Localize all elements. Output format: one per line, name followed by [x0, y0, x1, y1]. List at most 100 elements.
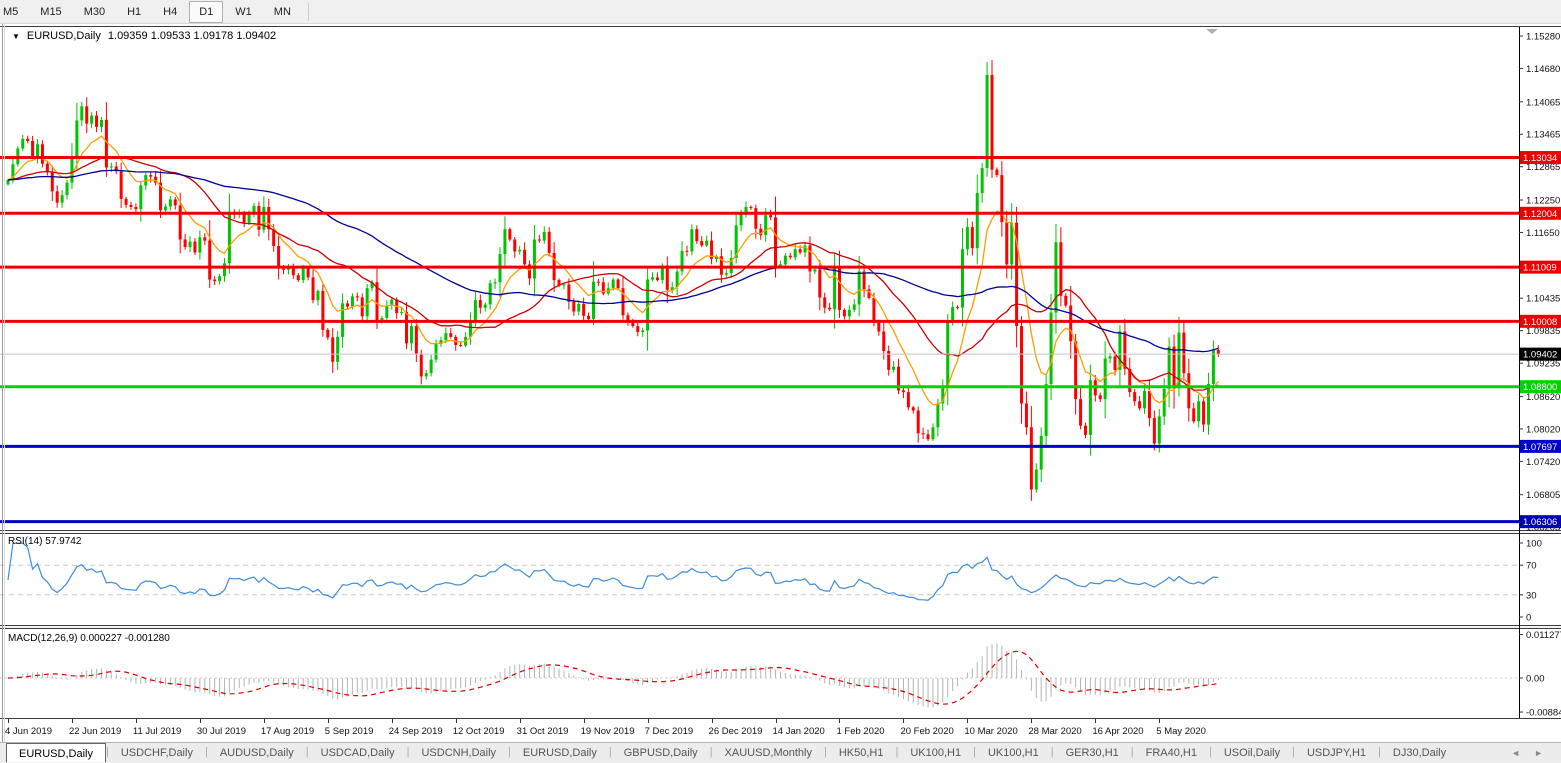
timeframe-button-w1[interactable]: W1 [235, 5, 252, 18]
svg-text:-0.00884: -0.00884 [1526, 708, 1561, 719]
chart-ohlc-values: 1.09359 1.09533 1.09178 1.09402 [107, 30, 277, 42]
rsi-name: RSI(14) [8, 536, 43, 547]
svg-text:1.08620: 1.08620 [1526, 392, 1560, 403]
svg-text:1.09235: 1.09235 [1526, 359, 1560, 370]
timeframe-button-h4[interactable]: H4 [163, 5, 178, 18]
window-left-border [2, 24, 3, 742]
toolbar-divider [307, 2, 309, 21]
date-label: 28 Mar 2020 [1028, 726, 1082, 737]
tab-usoil-daily[interactable]: USOil,Daily [1223, 747, 1281, 759]
rsi-level-lines [0, 564, 1519, 596]
date-tick [199, 719, 201, 723]
date-tick [903, 719, 905, 723]
price-chart-canvas[interactable]: 1.15280 1.14680 1.14065 1.13465 1.12865 1.122… [0, 24, 1561, 742]
tab-usdcad-daily[interactable]: USDCAD,Daily [320, 747, 395, 759]
timeframe-button-m5[interactable]: M5 [3, 5, 19, 18]
price-label-boxes: 1.13034 1.12004 1.11009 1.10008 1.08800 1.076… [1520, 151, 1561, 529]
date-tick [647, 719, 649, 723]
tab-gbpusd-daily[interactable]: GBPUSD,Daily [623, 747, 698, 759]
tab-hk50-h1[interactable]: HK50,H1 [838, 747, 884, 759]
svg-text:1.13034: 1.13034 [1523, 153, 1557, 164]
date-label: 19 Nov 2019 [580, 726, 635, 737]
timeframe-button-m15[interactable]: M15 [40, 5, 62, 18]
svg-text:1.09835: 1.09835 [1526, 326, 1560, 337]
rsi-value: 57.9742 [45, 536, 82, 547]
tab-uk100-h1[interactable]: UK100,H1 [910, 747, 962, 759]
tab-divider: | [1378, 746, 1381, 758]
svg-text:1.15280: 1.15280 [1526, 32, 1560, 43]
tab-scroll-left-icon[interactable]: ◄ [1511, 747, 1521, 758]
rsi-line [7, 542, 1219, 601]
tab-divider: | [406, 746, 410, 758]
tab-divider: | [305, 746, 309, 758]
timeframe-button-d1[interactable]: D1 [189, 0, 224, 23]
tab-xauusd-monthly[interactable]: XAUUSD,Monthly [724, 747, 812, 759]
tab-usdjpy-h1[interactable]: USDJPY,H1 [1306, 747, 1367, 759]
svg-text:1.12004: 1.12004 [1523, 209, 1557, 220]
tab-dj30-daily[interactable]: DJ30,Daily [1392, 747, 1447, 759]
svg-text:1.14065: 1.14065 [1526, 97, 1560, 108]
tab-audusd-daily[interactable]: AUDUSD,Daily [219, 747, 294, 759]
tab-eurusd-daily[interactable]: EURUSD,Daily [522, 747, 597, 759]
svg-text:1.08800: 1.08800 [1523, 382, 1557, 393]
timeframe-button-h1[interactable]: H1 [127, 5, 142, 18]
date-tick [519, 719, 521, 723]
svg-text:70: 70 [1526, 561, 1537, 572]
date-label: 10 Mar 2020 [964, 726, 1018, 737]
horizontal-lines-layer [0, 156, 1519, 524]
date-tick [1095, 719, 1097, 723]
date-label: 1 Feb 2020 [836, 726, 885, 737]
date-label: 20 Feb 2020 [900, 726, 954, 737]
date-label: 16 Apr 2020 [1092, 726, 1144, 737]
tab-usdchf-daily[interactable]: USDCHF,Daily [120, 747, 193, 759]
date-label: 22 Jun 2019 [68, 726, 122, 737]
date-tick [135, 719, 137, 723]
date-tick [327, 719, 329, 723]
pane-separator-rsi[interactable] [0, 530, 1561, 534]
date-label: 5 Sep 2019 [324, 726, 374, 737]
macd-main-value: 0.000227 [80, 633, 122, 644]
date-tick [711, 719, 713, 723]
date-tick [1031, 719, 1033, 723]
candles-layer [6, 60, 1220, 501]
svg-text:1.07697: 1.07697 [1523, 442, 1557, 453]
macd-signal-value: -0.001280 [124, 633, 170, 644]
window-left-border-inner [4, 24, 5, 742]
macd-signal-line [7, 650, 1219, 705]
tab-fra40-h1[interactable]: FRA40,H1 [1145, 747, 1197, 759]
svg-text:1.07420: 1.07420 [1526, 457, 1560, 468]
chart-window[interactable]: 1.15280 1.14680 1.14065 1.13465 1.12865 1.122… [0, 24, 1561, 742]
date-axis[interactable]: 4 Jun 2019 22 Jun 2019 11 Jul 2019 30 Jul 2… [0, 719, 1561, 742]
tab-usdcnh-daily[interactable]: USDCNH,Daily [421, 747, 497, 759]
chart-shift-marker-icon [1206, 29, 1218, 34]
tab-divider: | [1130, 746, 1134, 758]
date-label: 7 Dec 2019 [644, 726, 694, 737]
date-label: 5 May 2020 [1156, 726, 1206, 737]
rsi-indicator-label: RSI(14) 57.9742 [8, 536, 81, 547]
svg-text:0: 0 [1526, 613, 1531, 624]
svg-text:1.08020: 1.08020 [1526, 424, 1560, 435]
tab-scroll-right-icon[interactable]: ► [1534, 747, 1543, 758]
tab-divider: | [973, 746, 976, 758]
moving-averages-layer [7, 135, 1219, 406]
svg-text:1.10435: 1.10435 [1526, 294, 1560, 305]
date-tick [71, 719, 73, 723]
date-tick [263, 719, 265, 723]
date-tick [8, 719, 9, 723]
date-tick [583, 719, 585, 723]
date-tick [1159, 719, 1161, 723]
tab-ger30-h1[interactable]: GER30,H1 [1065, 747, 1119, 759]
tab-eurusd-daily[interactable]: EURUSD,Daily [6, 743, 106, 762]
tab-divider: | [823, 746, 827, 758]
svg-text:1.12250: 1.12250 [1526, 195, 1560, 206]
timeframe-button-mn[interactable]: MN [273, 5, 291, 18]
chart-symbol-label: EURUSD,Daily [26, 30, 101, 42]
chart-title: ▼ EURUSD,Daily 1.09359 1.09533 1.09178 1… [12, 30, 276, 42]
svg-text:1.11650: 1.11650 [1526, 228, 1560, 239]
pane-separator-macd[interactable] [0, 625, 1561, 629]
tab-scroll-controls: ◄ ► [1503, 743, 1561, 762]
timeframe-button-m30[interactable]: M30 [83, 5, 106, 18]
date-label: 14 Jan 2020 [772, 726, 825, 737]
svg-text:1.12865: 1.12865 [1526, 162, 1560, 173]
tab-uk100-h1[interactable]: UK100,H1 [987, 747, 1039, 759]
